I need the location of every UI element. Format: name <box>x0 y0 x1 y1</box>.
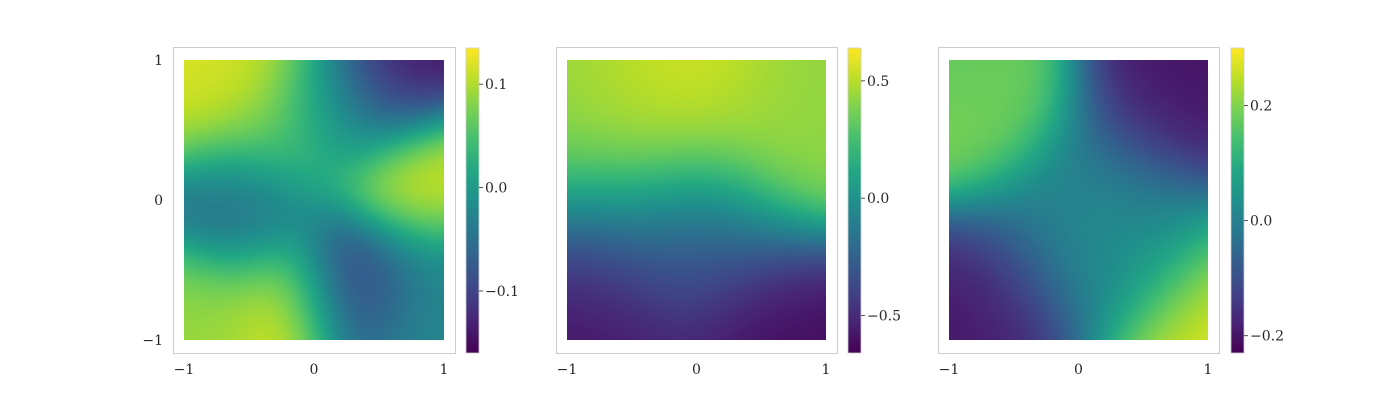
colorbar-tick-label: 0.0 <box>485 181 507 197</box>
colorbar: 0.1 0.0 −0.1 <box>465 47 519 354</box>
colorbar-gradient <box>1230 47 1245 354</box>
x-tick-label: 1 <box>822 362 831 378</box>
x-tick-label: −1 <box>557 362 578 378</box>
colorbar-tick-label: 0.2 <box>1250 99 1272 115</box>
colorbar-tick-label: −0.5 <box>867 308 901 324</box>
x-tick-label: −1 <box>939 362 960 378</box>
heatmap-panel-2: −1 0 1 0.5 0.0 −0.5 <box>556 47 901 378</box>
colorbar-tick-label: 0.0 <box>867 191 889 207</box>
colorbar: 0.2 0.0 −0.2 <box>1230 47 1284 354</box>
y-tick-label: 0 <box>154 193 163 209</box>
y-tick-label: 1 <box>154 53 163 69</box>
colorbar-gradient <box>847 47 862 354</box>
colorbar-tick-label: −0.1 <box>485 284 519 300</box>
y-tick-label: −1 <box>142 333 163 349</box>
x-tick-label: 0 <box>1074 362 1083 378</box>
colorbar-gradient <box>465 47 480 354</box>
colorbar-tick-label: 0.1 <box>485 77 507 93</box>
heatmap-panel-3: −1 0 1 0.2 0.0 −0.2 <box>938 47 1284 378</box>
colorbar-tick-label: −0.2 <box>1250 329 1284 345</box>
heatmap-image <box>184 60 444 340</box>
colorbar-tick-label: 0.0 <box>1250 214 1272 230</box>
colorbar: 0.5 0.0 −0.5 <box>847 47 901 354</box>
x-tick-label: 1 <box>1204 362 1213 378</box>
heatmap-image <box>567 60 826 340</box>
x-tick-label: 1 <box>440 362 449 378</box>
heatmap-image <box>949 60 1208 340</box>
x-tick-label: 0 <box>692 362 701 378</box>
x-tick-label: −1 <box>174 362 195 378</box>
heatmap-panel-1: −1 0 1 1 0 −1 0.1 0.0 −0.1 <box>142 47 519 378</box>
x-tick-label: 0 <box>310 362 319 378</box>
colorbar-tick-label: 0.5 <box>867 74 889 90</box>
